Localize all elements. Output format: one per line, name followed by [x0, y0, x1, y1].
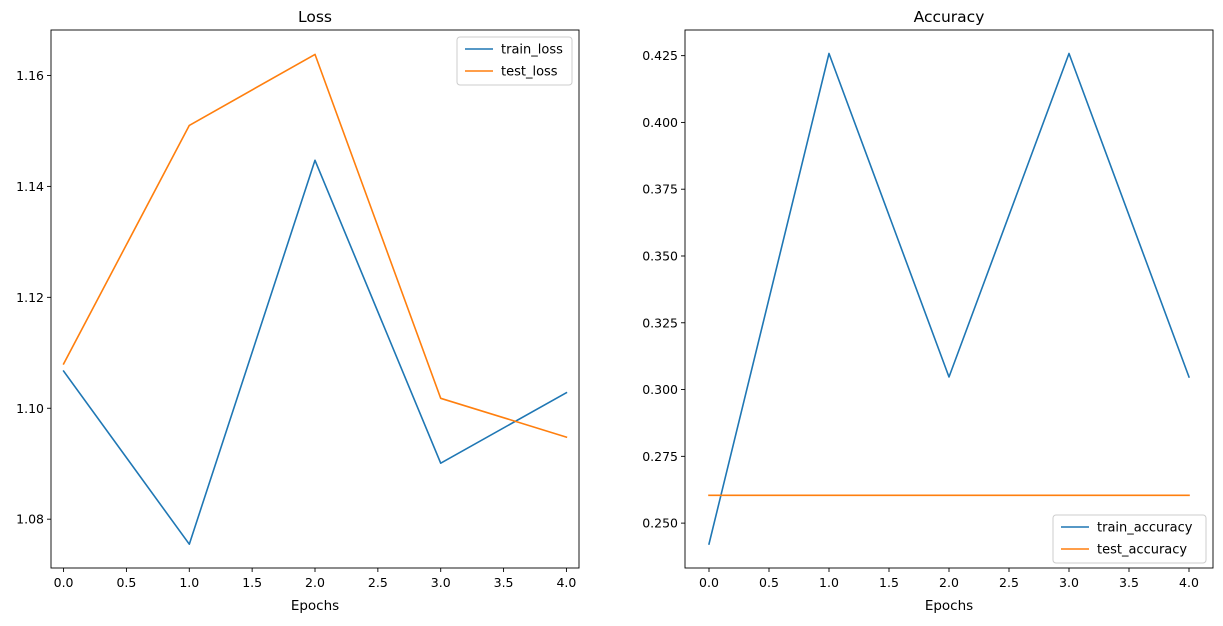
chart1-x-tick-label: 1.5 — [242, 575, 262, 590]
chart2-x-tick-label: 1.0 — [819, 575, 839, 590]
chart2-legend-label-test_accuracy: test_accuracy — [1097, 543, 1187, 558]
chart1-x-tick-label: 2.5 — [368, 575, 388, 590]
chart1-series-test_loss-line — [62, 53, 568, 439]
chart2-y-tick-label: 0.325 — [642, 315, 678, 330]
chart2-x-tick-label: 1.5 — [879, 575, 899, 590]
chart1-series-train_loss-line — [62, 159, 568, 546]
chart2-x-tick-label: 4.0 — [1179, 575, 1199, 590]
chart1-legend-label-train_loss: train_loss — [501, 43, 563, 58]
chart2-x-tick-label: 3.5 — [1119, 575, 1139, 590]
chart2-y-tick-label: 0.350 — [642, 248, 678, 263]
chart2-y-tick-label: 0.425 — [642, 48, 678, 63]
chart1-y-tick-label: 1.08 — [16, 512, 44, 527]
chart2-y-tick-label: 0.275 — [642, 449, 678, 464]
chart2-y-tick-label: 0.300 — [642, 382, 678, 397]
chart1-legend-label-test_loss: test_loss — [501, 65, 558, 80]
chart2-x-tick-label: 0.0 — [699, 575, 719, 590]
chart1-x-tick-label: 1.0 — [179, 575, 199, 590]
chart2-legend-label-train_accuracy: train_accuracy — [1097, 521, 1193, 536]
chart1-y-tick-label: 1.16 — [16, 68, 44, 83]
chart2-x-axis-label: Epochs — [925, 598, 973, 614]
chart2-y-tick-label: 0.250 — [642, 516, 678, 531]
chart2-plot-frame — [684, 29, 1214, 569]
chart2-x-tick-label: 3.0 — [1059, 575, 1079, 590]
chart2-legend-box — [1052, 514, 1207, 564]
chart1-y-tick-label: 1.10 — [16, 401, 44, 416]
chart2-x-tick-label: 0.5 — [759, 575, 779, 590]
chart1-title: Loss — [298, 8, 332, 26]
chart2-x-tick-label: 2.5 — [999, 575, 1019, 590]
chart2-y-tick-label: 0.375 — [642, 182, 678, 197]
chart1-plot-frame — [50, 29, 580, 569]
chart1-x-tick-label: 4.0 — [556, 575, 576, 590]
chart1-y-tick-label: 1.12 — [16, 290, 44, 305]
chart1-x-axis-label: Epochs — [291, 598, 339, 614]
chart2-y-tick-label: 0.400 — [642, 115, 678, 130]
chart1-x-tick-label: 3.0 — [431, 575, 451, 590]
chart1-x-tick-label: 2.0 — [305, 575, 325, 590]
chart2-title: Accuracy — [914, 8, 985, 26]
chart1-x-tick-label: 0.0 — [54, 575, 74, 590]
chart1-x-tick-label: 0.5 — [116, 575, 136, 590]
chart2-x-tick-label: 2.0 — [939, 575, 959, 590]
chart2-series-train_accuracy-line — [708, 52, 1191, 545]
chart1-y-tick-label: 1.14 — [16, 179, 44, 194]
chart1-x-tick-label: 3.5 — [494, 575, 514, 590]
